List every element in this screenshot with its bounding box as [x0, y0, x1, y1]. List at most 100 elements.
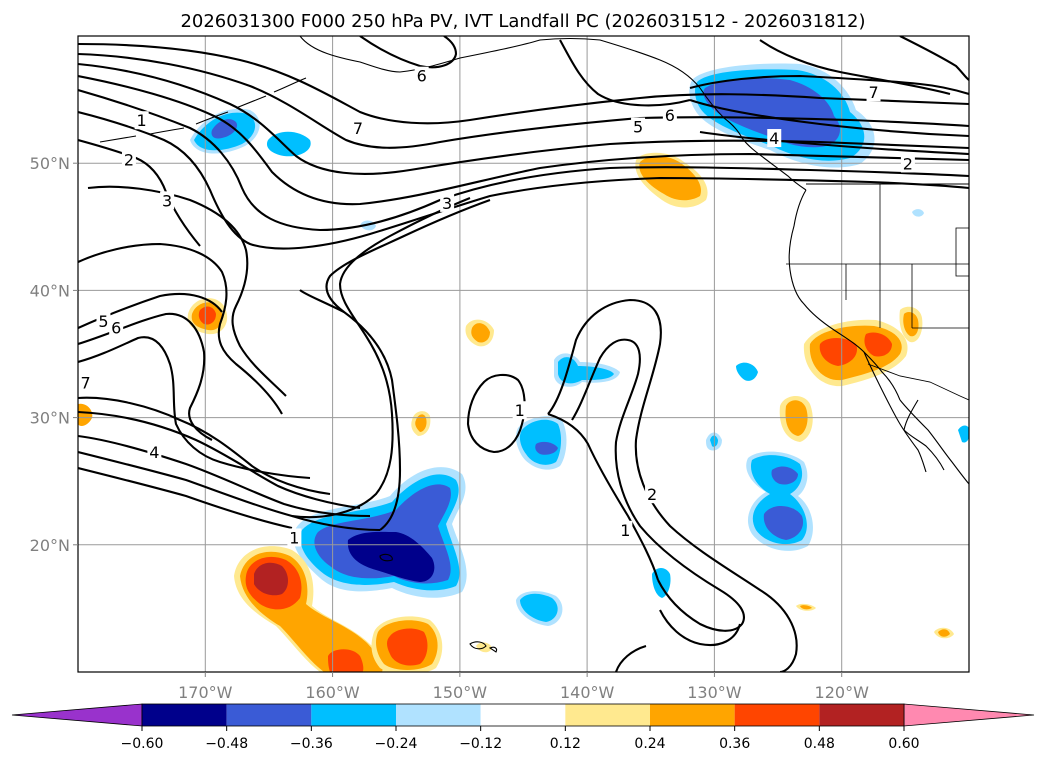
pv-contour-7-north [78, 42, 969, 125]
colorbar-tick-label: 0.24 [634, 736, 665, 752]
pv-contour-ne-c [689, 99, 969, 138]
pv-label-knockout [866, 83, 881, 102]
pv-contour-south-1 [547, 298, 798, 672]
colorbar-bin [734, 704, 820, 726]
mexico-border [867, 363, 969, 401]
shade-pos-socal-core2 [864, 332, 892, 357]
pv-contour-4-north [78, 74, 969, 206]
pv-contour-west-8 [78, 434, 371, 518]
pv-contour-label: 2 [647, 485, 657, 504]
small-islands [379, 553, 393, 562]
pv-label-knockout [767, 129, 782, 148]
colorbar-extend-high [903, 703, 1035, 727]
shade-neg-far-east [958, 425, 969, 443]
pv-contour-trough-1 [299, 289, 345, 313]
shade-neg-mid-7 [736, 362, 758, 381]
pv-contour-west-7 [78, 410, 361, 510]
pv-contour-label: 1 [515, 401, 525, 420]
y-axis-ticks: 50°N 40°N 30°N 20°N [30, 154, 78, 555]
pv-label-knockout [351, 118, 366, 137]
pv-contour-label: 4 [149, 443, 159, 462]
colorbar-tick-label: −0.60 [121, 736, 164, 752]
colorbar-bin [311, 704, 396, 726]
pv-label-knockout [512, 401, 527, 420]
bc-coast [699, 87, 807, 191]
pv-contour-2-north [78, 110, 969, 250]
colorbar-bin [819, 704, 904, 726]
colorbar-tick-label: −0.24 [375, 736, 418, 752]
shade-neg-mid-3-core [535, 441, 558, 455]
shade-neg-east-core2 [763, 505, 804, 540]
pv-contour-label: 7 [81, 373, 91, 392]
gulf-california [903, 399, 945, 471]
pv-label-knockout [414, 66, 429, 85]
shade-pos-sw-core [254, 562, 288, 596]
shade-neg-mid-2-core [558, 357, 614, 384]
colorbar-tick-label: 0.36 [719, 736, 750, 752]
x-tick-label: 160°W [305, 683, 360, 702]
pv-label-knockout [645, 485, 660, 504]
pv-contour-south-5 [615, 644, 647, 672]
colorbar-bin [396, 704, 481, 726]
colorbar: −0.60 −0.48 −0.36 −0.24 −0.12 0.12 0.24 0.36 0.4… [11, 703, 1035, 752]
colorbar-tick-label: −0.12 [459, 736, 502, 752]
pv-contour-ne-f [899, 36, 969, 81]
pv-contour-label: 6 [111, 319, 121, 338]
pv-contour-west-4 [78, 312, 213, 441]
alaska-coast [299, 36, 701, 89]
colorbar-tick-label: −0.48 [205, 736, 248, 752]
shade-neg-aleut-1-core [211, 119, 238, 139]
x-tick-label: 170°W [178, 683, 233, 702]
colorbar-bin [142, 704, 227, 726]
pv-label-knockout [900, 154, 915, 173]
pv-contour-west-5 [78, 336, 311, 480]
pv-contour-5-north [78, 62, 969, 175]
pv-label-knockout [631, 117, 646, 136]
shade-neg-mid-4-core [520, 593, 558, 622]
state-borders [786, 184, 969, 329]
pv-contour-label: 7 [868, 83, 878, 102]
pv-contour-label: 2 [903, 154, 913, 173]
pv-label-knockout [662, 106, 677, 125]
pv-contour-ne-b [759, 39, 951, 96]
shade-pos-small-1-core [471, 323, 490, 343]
us-west-coast [788, 189, 901, 401]
pv-contour-trough-3 [291, 197, 471, 519]
pv-contour-label: 6 [417, 67, 427, 86]
colorbar-bin [226, 704, 312, 726]
shade-pos-west-edge [78, 403, 93, 426]
pv-contour-label: 5 [633, 118, 643, 137]
shade-pos-124-core [785, 400, 808, 436]
pv-contour-label: 1 [137, 111, 147, 130]
pv-contour-6-closed [559, 39, 691, 107]
pv-contour-3-north [78, 88, 969, 232]
colorbar-tick-label: 0.60 [888, 736, 919, 752]
pv-label-knockout [121, 150, 136, 169]
pv-label-knockout [440, 193, 455, 212]
shade-neg-east-core1 [771, 466, 798, 485]
pv-contour-west-9 [78, 450, 381, 532]
pv-contour-label: 3 [442, 194, 452, 213]
pv-contour-ne-e [359, 36, 458, 69]
pv-label-knockout [618, 520, 633, 539]
x-axis-ticks: 170°W 160°W 150°W 140°W 130°W 120°W [178, 672, 869, 702]
pv-contour-label: 2 [124, 151, 134, 170]
colorbar-tick-label: 0.48 [804, 736, 835, 752]
pv-contour-closed-1 [466, 373, 526, 454]
pv-contour-ne-a [689, 74, 969, 96]
y-tick-label: 40°N [30, 281, 70, 300]
x-tick-label: 140°W [560, 683, 615, 702]
pv-contour-6-north [78, 52, 969, 149]
baja-coast [863, 351, 927, 473]
shade-pos-sw-tail [328, 649, 364, 672]
y-tick-label: 50°N [30, 154, 70, 173]
shade-pos-socal-core1 [819, 338, 858, 366]
aleutian-islands [99, 77, 307, 143]
coastlines [99, 36, 969, 653]
colorbar-tick-label: −0.36 [290, 736, 333, 752]
chart-title: 2026031300 F000 250 hPa PV, IVT Landfall… [180, 11, 865, 32]
ivt-shading-negative [190, 63, 969, 626]
shade-pos-170-core [198, 306, 216, 325]
